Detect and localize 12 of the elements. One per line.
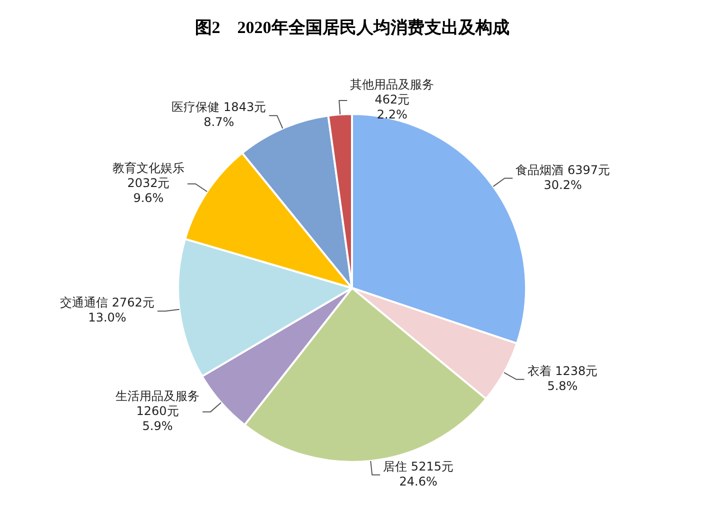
- data-label: 462元 2.2%: [374, 92, 410, 122]
- slice-label: 生活用品及服务: [116, 388, 200, 403]
- data-label: 2032元 9.6%: [127, 176, 170, 206]
- slice-label: 医疗保健 1843元 8.7%: [172, 100, 266, 130]
- chart-title: 图2 2020年全国居民人均消费支出及构成: [194, 17, 510, 39]
- slice-label: 交通通信 2762元 13.0%: [60, 296, 154, 325]
- slice-label: 教育文化娱乐: [112, 161, 184, 176]
- slice-label: 衣着 1238元 5.8%: [527, 364, 598, 394]
- slice-label: 居住 5215元 24.6%: [383, 460, 454, 489]
- slice-label: 其他用品及服务: [350, 78, 434, 92]
- data-label: 1260元 5.9%: [136, 404, 179, 433]
- slice-label: 食品烟酒 6397元 30.2%: [516, 162, 610, 192]
